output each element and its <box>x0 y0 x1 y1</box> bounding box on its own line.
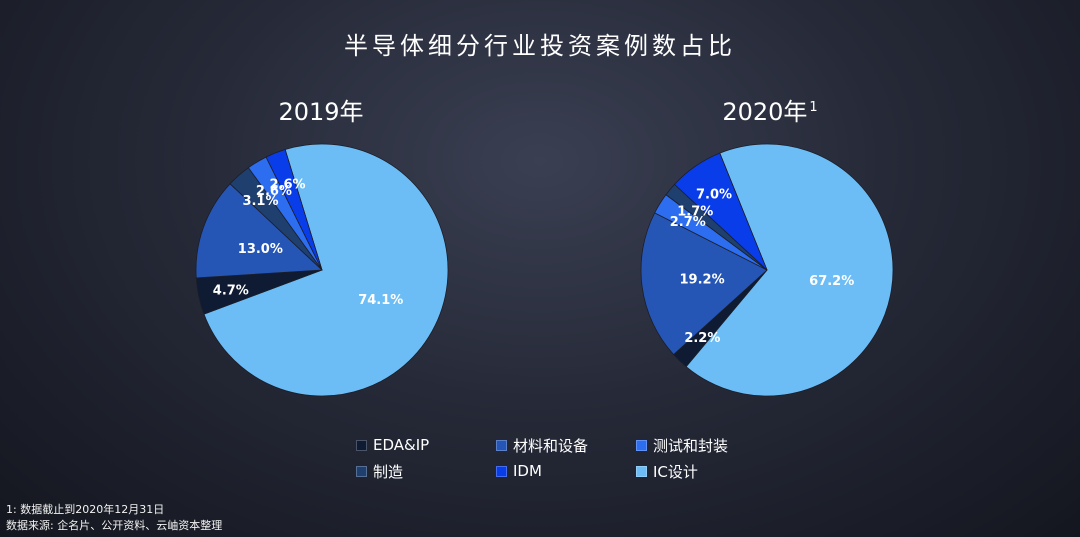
chart-title-text: 2019年 <box>278 98 364 126</box>
legend-item: 测试和封装 <box>636 434 776 456</box>
pie-chart-2020: 67.2% 2.2% 19.2% 2.7%1.7% 7.0% <box>640 143 894 397</box>
pie-slice <box>640 212 768 356</box>
pie-slice-label: 13.0% <box>238 242 283 257</box>
pie-slice <box>195 183 323 279</box>
legend-label: IDM <box>513 462 542 480</box>
legend-item: EDA&IP <box>356 434 496 456</box>
pie-slice-label: 2.2% <box>684 331 720 346</box>
pie-slice <box>685 143 894 397</box>
footnote-source: 数据来源: 企名片、公开资料、云岫资本整理 <box>6 519 223 532</box>
pie-slice-label: 4.7% <box>213 283 249 298</box>
pie-slice <box>203 143 449 397</box>
pie-slice-label: 2.6% <box>256 184 292 199</box>
page-title: 半导体细分行业投资案例数占比 <box>344 32 736 60</box>
legend-label: IC设计 <box>653 462 698 481</box>
pie-slice-label: 7.0% <box>696 187 732 202</box>
legend-item: 材料和设备 <box>496 434 636 456</box>
legend-swatch <box>356 439 367 451</box>
legend-item: IDM <box>496 460 636 482</box>
chart-title-2020: 2020年 1 <box>670 92 870 127</box>
legend-label: 材料和设备 <box>513 436 589 455</box>
legend-swatch <box>496 465 507 477</box>
pie-chart-2019: 74.1%4.7%13.0%3.1%2.6%2.6% <box>195 143 449 397</box>
legend-item: 制造 <box>356 460 496 482</box>
footnote-date: 1: 数据截止到2020年12月31日 <box>6 503 165 516</box>
pie-slice-label: 1.7% <box>677 204 713 219</box>
chart-title-sup: 1 <box>809 100 818 115</box>
legend-label: EDA&IP <box>373 436 430 454</box>
legend-swatch <box>356 465 367 477</box>
pie-slice <box>265 149 323 271</box>
chart-title-text: 2020年 <box>722 98 808 126</box>
legend-item: IC设计 <box>636 460 776 482</box>
pie-slice-label: 2.7% <box>670 215 706 230</box>
legend: EDA&IP 材料和设备 测试和封装制造 IDM IC设计 <box>356 434 776 482</box>
pie-slice-label: 67.2% <box>809 274 854 289</box>
pie-slice <box>673 152 768 271</box>
chart-title-2019: 2019年 <box>222 92 422 127</box>
legend-label: 测试和封装 <box>653 436 729 455</box>
pie-slice-label: 19.2% <box>680 273 725 288</box>
pie-slice-label: 2.6% <box>270 177 306 192</box>
legend-label: 制造 <box>373 462 404 481</box>
pie-slice-label: 3.1% <box>242 194 278 209</box>
legend-swatch <box>636 465 647 477</box>
pie-slice-label: 74.1% <box>358 293 403 308</box>
legend-swatch <box>636 439 647 451</box>
legend-swatch <box>496 439 507 451</box>
